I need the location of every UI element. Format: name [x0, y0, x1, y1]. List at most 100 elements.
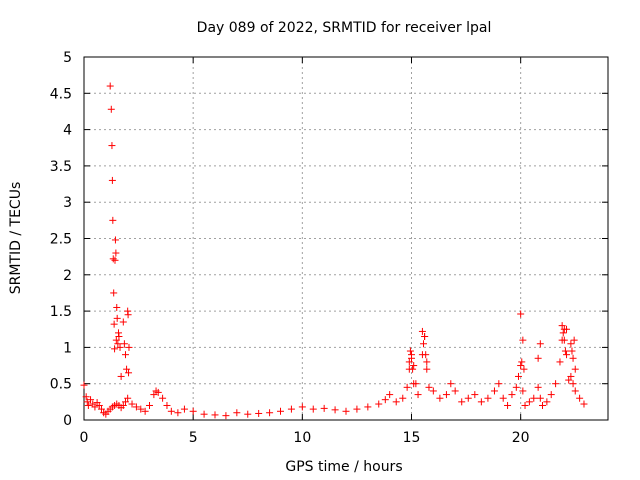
data-point — [517, 310, 525, 318]
data-point — [167, 407, 175, 415]
data-point — [556, 358, 564, 366]
data-point — [570, 336, 578, 344]
data-point — [571, 365, 579, 373]
data-point — [112, 249, 120, 257]
data-point — [111, 256, 119, 264]
data-point — [477, 398, 485, 406]
y-tick-label: 2 — [63, 268, 72, 284]
data-point — [436, 394, 444, 402]
data-point — [91, 403, 99, 411]
data-point — [121, 398, 129, 406]
data-point — [414, 391, 422, 399]
data-point — [534, 354, 542, 362]
y-tick-label: 2.5 — [50, 232, 72, 248]
chart-title: Day 089 of 2022, SRMTID for receiver lpa… — [197, 20, 492, 36]
data-point — [580, 400, 588, 408]
data-point — [429, 387, 437, 395]
data-point — [80, 381, 88, 389]
y-tick-label: 3 — [63, 195, 72, 211]
data-point — [423, 365, 431, 373]
data-point — [421, 333, 429, 341]
data-point — [298, 403, 306, 411]
data-point — [410, 362, 418, 370]
data-point — [137, 405, 145, 413]
data-point — [484, 394, 492, 402]
data-point — [408, 354, 415, 362]
data-point — [113, 314, 121, 322]
data-point — [113, 303, 121, 311]
data-point — [110, 320, 118, 328]
data-point — [381, 396, 389, 404]
data-point — [386, 391, 394, 399]
data-point — [392, 398, 400, 406]
x-axis-label: GPS time / hours — [285, 459, 402, 475]
data-point — [569, 354, 577, 362]
data-point — [364, 403, 372, 411]
x-tick-label: 20 — [512, 430, 530, 446]
data-point — [521, 401, 529, 409]
data-point — [110, 289, 118, 297]
data-point — [563, 351, 571, 359]
data-point — [508, 391, 516, 399]
data-point — [82, 393, 90, 401]
data-point — [117, 372, 125, 380]
data-point — [115, 333, 123, 341]
data-point — [108, 142, 116, 150]
data-point — [567, 340, 575, 348]
data-point — [559, 329, 567, 337]
data-point — [490, 387, 498, 395]
data-point — [342, 407, 350, 415]
data-point — [123, 365, 131, 373]
data-point — [458, 398, 466, 406]
data-point — [189, 407, 197, 415]
data-point — [97, 405, 105, 413]
data-point — [125, 343, 133, 351]
data-point — [95, 401, 103, 409]
data-point — [525, 398, 533, 406]
data-points — [80, 82, 588, 420]
y-axis-label: SRMTID / TECUs — [8, 182, 24, 295]
data-point — [420, 340, 428, 348]
data-point — [309, 405, 317, 413]
y-tick-label: 1 — [63, 340, 72, 356]
data-point — [111, 236, 119, 244]
data-point — [375, 400, 383, 408]
data-point — [244, 410, 252, 418]
data-point — [409, 365, 417, 373]
data-point — [451, 387, 459, 395]
data-point — [499, 394, 507, 402]
data-point — [108, 176, 116, 184]
data-point — [495, 380, 503, 388]
data-point — [514, 372, 522, 380]
data-point — [119, 401, 127, 409]
x-tick-label: 15 — [403, 430, 421, 446]
data-point — [150, 391, 158, 399]
x-tick-label: 10 — [293, 430, 311, 446]
data-point — [119, 318, 127, 326]
data-point — [567, 372, 575, 380]
data-point — [200, 410, 208, 418]
data-point — [141, 407, 149, 415]
data-point — [547, 391, 555, 399]
data-point — [331, 406, 339, 414]
y-tick-label: 0 — [63, 413, 72, 429]
data-point — [423, 358, 431, 366]
data-point — [425, 383, 433, 391]
data-point — [163, 401, 171, 409]
data-point — [87, 396, 95, 404]
data-point — [406, 347, 414, 355]
data-point — [519, 336, 527, 344]
y-axis-ticks: 0 0.5 1 1.5 2 2.5 3 3.5 4 4.5 5 — [50, 50, 608, 429]
data-point — [154, 388, 162, 396]
data-point — [517, 362, 525, 370]
data-point — [124, 311, 132, 319]
data-point — [222, 412, 230, 420]
x-axis-ticks: 0 5 10 15 20 — [80, 57, 530, 446]
data-point — [558, 322, 566, 330]
data-point — [471, 391, 479, 399]
data-point — [211, 411, 219, 419]
data-point — [464, 394, 472, 402]
data-point — [560, 336, 568, 344]
data-point — [447, 380, 455, 388]
data-point — [121, 351, 129, 359]
